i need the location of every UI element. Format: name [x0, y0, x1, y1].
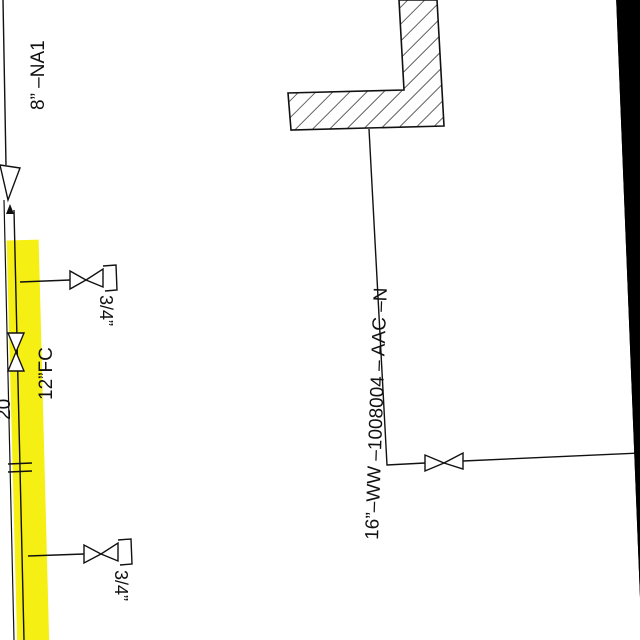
scan-border: [616, 0, 640, 640]
left-pipe-edge: [3, 199, 15, 640]
pipe-frag-label: 20: [0, 399, 15, 420]
hatched-structure: [287, 0, 445, 131]
main-process-line: [368, 128, 426, 466]
vent-branch-top: [19, 264, 118, 292]
vent-size-label-top: 3/4”: [96, 295, 116, 326]
gate-valve-left: [6, 332, 26, 372]
reducer-symbol: [0, 164, 21, 214]
left-pipe-lower: [13, 209, 25, 640]
top-line-label: 8” –NA1: [28, 40, 49, 110]
main-process-line-right: [462, 452, 640, 462]
gate-valve-main: [424, 451, 464, 473]
left-pipe-upper: [2, 0, 7, 166]
flange-pair: [7, 462, 33, 473]
pipe-size-label: 12”FC: [36, 347, 57, 400]
vent-branch-bottom: [27, 538, 133, 566]
vent-size-label-bottom: 3/4”: [111, 570, 131, 601]
